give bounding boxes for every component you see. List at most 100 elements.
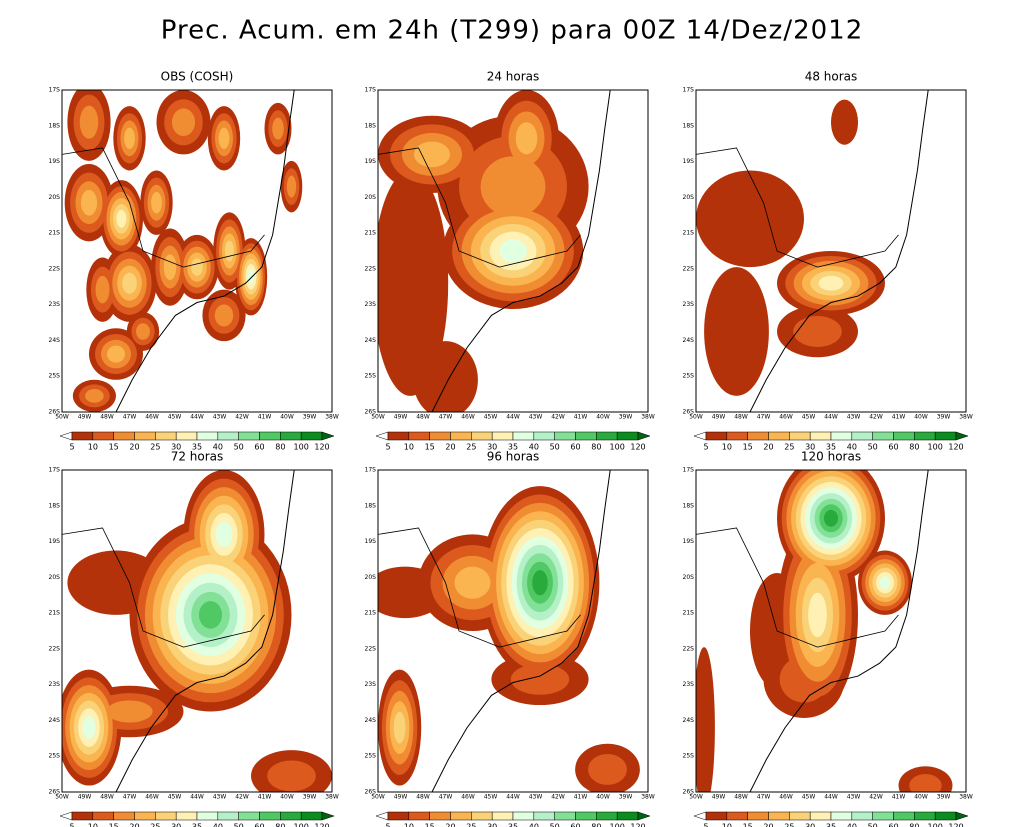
colorbar-arrow — [375, 811, 389, 821]
colorbar-box — [238, 811, 260, 821]
map-panel: 24 horas17S18S19S20S21S22S23S24S25S26S50… — [365, 70, 655, 452]
lon-label: 41W — [258, 794, 272, 801]
precip-contour — [191, 258, 203, 276]
lat-label: 22S — [49, 265, 61, 272]
lon-label: 48W — [100, 414, 114, 421]
colorbar-arrow — [955, 431, 969, 441]
figure-title: Prec. Acum. em 24h (T299) para 00Z 14/De… — [161, 16, 864, 46]
coastline — [431, 90, 611, 412]
lon-label: 44W — [506, 794, 520, 801]
precip-contour — [151, 191, 162, 214]
lat-label: 24S — [49, 337, 61, 344]
colorbar-box — [92, 811, 114, 821]
lat-label: 22S — [683, 645, 695, 652]
colorbar-label: 120 — [948, 823, 963, 827]
lat-label: 26S — [49, 789, 61, 796]
lat-label: 24S — [365, 337, 377, 344]
lon-label: 43W — [847, 414, 861, 421]
precip-contour — [198, 601, 223, 629]
colorbar-arrow — [955, 811, 969, 821]
colorbar-label: 10 — [722, 823, 732, 827]
precip-contour — [80, 189, 98, 216]
lon-label: 41W — [574, 414, 588, 421]
precip-field — [378, 470, 640, 792]
lon-label: 42W — [869, 414, 883, 421]
colorbar-box — [450, 811, 472, 821]
lat-label: 26S — [683, 409, 695, 416]
colorbar-box — [934, 431, 957, 441]
colorbar-label: 40 — [847, 443, 857, 452]
colorbar-label: 120 — [630, 823, 645, 827]
precip-contour — [823, 509, 839, 527]
panel-title: 120 horas — [801, 450, 861, 464]
colorbar-box — [155, 431, 177, 441]
precip-contour — [171, 108, 196, 136]
colorbar-arrow — [321, 431, 335, 441]
colorbar-box — [429, 811, 451, 821]
lon-label: 47W — [757, 794, 771, 801]
colorbar-arrow — [637, 811, 651, 821]
lon-label: 49W — [712, 794, 726, 801]
colorbar-box — [450, 431, 472, 441]
lat-label: 24S — [365, 717, 377, 724]
lon-label: 40W — [914, 794, 928, 801]
lon-label: 48W — [734, 794, 748, 801]
colorbar-label: 80 — [591, 443, 601, 452]
colorbar-label: 80 — [275, 823, 285, 827]
colorbar-box — [259, 431, 281, 441]
precip-contour — [122, 272, 137, 294]
lat-label: 25S — [365, 753, 377, 760]
colorbar-label: 15 — [109, 443, 119, 452]
colorbar-box — [92, 431, 114, 441]
lon-label: 46W — [145, 794, 159, 801]
map-panel: 96 horas17S18S19S20S21S22S23S24S25S26S50… — [365, 450, 655, 827]
colorbar-label: 40 — [213, 823, 223, 827]
lon-label: 50W — [689, 414, 703, 421]
lon-label: 42W — [235, 414, 249, 421]
colorbar-label: 15 — [425, 823, 435, 827]
colorbar-label: 35 — [508, 443, 518, 452]
colorbar-label: 60 — [254, 823, 264, 827]
state-border — [696, 527, 899, 648]
coastline — [431, 470, 611, 792]
state-border — [62, 147, 265, 268]
lon-label: 43W — [529, 794, 543, 801]
coastline — [749, 470, 929, 792]
colorbar-box — [155, 811, 177, 821]
lon-label: 41W — [892, 414, 906, 421]
colorbar-label: 40 — [529, 823, 539, 827]
colorbar-label: 30 — [171, 443, 181, 452]
lon-label: 50W — [55, 414, 69, 421]
precip-contour — [696, 647, 715, 792]
lon-label: 45W — [484, 794, 498, 801]
precip-contour — [879, 576, 891, 590]
colorbar-label: 25 — [784, 443, 794, 452]
precip-contour — [107, 345, 125, 363]
lat-label: 23S — [49, 681, 61, 688]
colorbar-box — [71, 811, 94, 821]
colorbar-label: 60 — [570, 823, 580, 827]
precip-contour — [272, 117, 284, 140]
lon-label: 41W — [892, 794, 906, 801]
lon-label: 39W — [619, 794, 633, 801]
lat-label: 18S — [365, 502, 377, 509]
colorbar-box — [851, 431, 873, 441]
colorbar-box — [872, 811, 894, 821]
colorbar-label: 35 — [192, 823, 202, 827]
lon-label: 43W — [213, 414, 227, 421]
state-border — [378, 147, 581, 268]
precip-contour — [116, 209, 127, 228]
precip-contour — [378, 170, 449, 396]
colorbar-box — [934, 811, 957, 821]
lon-label: 47W — [439, 794, 453, 801]
panel-frame — [377, 89, 649, 413]
colorbar-box — [747, 811, 769, 821]
colorbar-label: 20 — [445, 443, 455, 452]
precip-contour — [480, 156, 546, 217]
lon-label: 47W — [757, 414, 771, 421]
precip-contour — [85, 389, 104, 403]
colorbar-box — [300, 811, 323, 821]
precip-field — [696, 90, 929, 412]
precip-contour — [82, 716, 96, 740]
